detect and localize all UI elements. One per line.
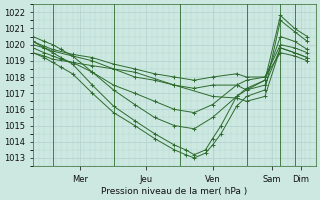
X-axis label: Pression niveau de la mer( hPa ): Pression niveau de la mer( hPa ) [101, 187, 247, 196]
